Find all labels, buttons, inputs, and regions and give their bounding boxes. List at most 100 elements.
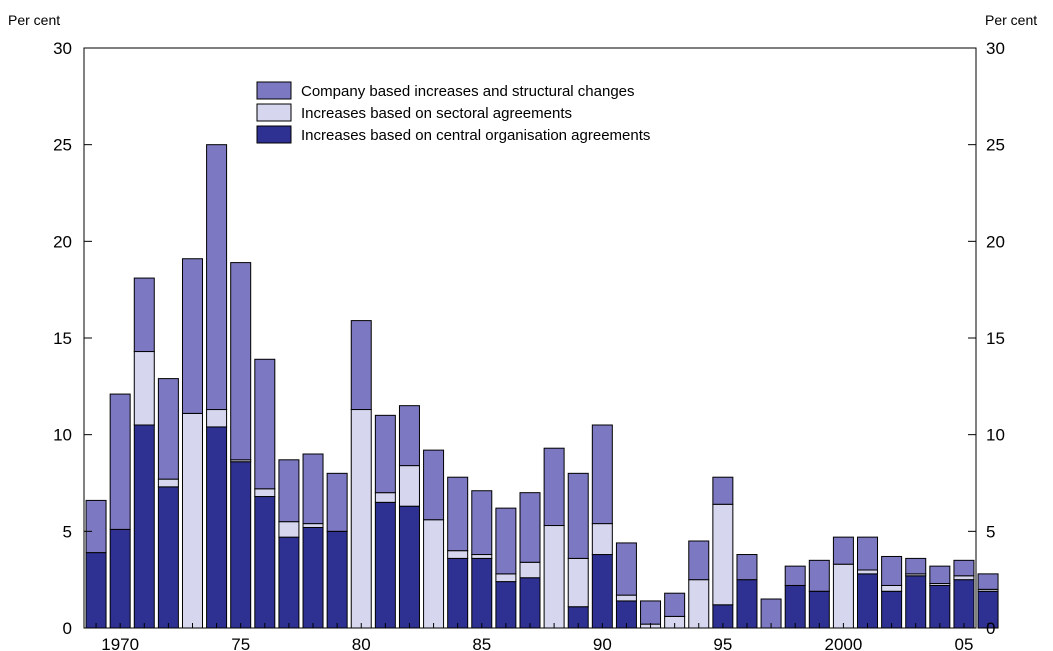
legend-label-series-1: Increases based on sectoral agreements xyxy=(301,105,572,122)
bar-2006-series-2 xyxy=(977,573,999,590)
x-tick-label-1975: 75 xyxy=(231,635,250,651)
bars xyxy=(85,144,999,629)
bar-1986-series-1 xyxy=(495,573,517,583)
bar-1986-series-0 xyxy=(495,581,517,629)
bar-1987-series-0 xyxy=(519,577,541,629)
legend-label-series-2: Company based increases and structural c… xyxy=(301,83,635,100)
x-tick-label-2005: 05 xyxy=(954,635,973,651)
bar-1989-series-2 xyxy=(567,472,589,559)
y-tick-label-right: 25 xyxy=(986,136,1005,155)
bar-1981-series-2 xyxy=(374,414,396,494)
x-tick-label-1985: 85 xyxy=(472,635,491,651)
bar-1990-series-1 xyxy=(591,523,613,556)
bar-1980-series-1 xyxy=(350,409,372,629)
bar-1978-series-0 xyxy=(302,526,324,629)
bar-1982-series-0 xyxy=(398,505,420,629)
y-tick-label-right: 10 xyxy=(986,426,1005,445)
bar-1991-series-2 xyxy=(615,542,637,596)
bar-1985-series-0 xyxy=(471,557,493,629)
y-tick-label-left: 25 xyxy=(53,136,72,155)
bar-1995-series-1 xyxy=(712,503,734,606)
bar-1987-series-2 xyxy=(519,492,541,563)
bar-1975-series-2 xyxy=(230,262,252,461)
bar-1974-series-2 xyxy=(206,144,228,411)
bar-1988-series-2 xyxy=(543,447,565,527)
bar-1994-series-1 xyxy=(688,579,710,629)
bar-1984-series-0 xyxy=(447,557,469,629)
y-tick-label-right: 30 xyxy=(986,39,1005,58)
bar-1991-series-1 xyxy=(615,594,637,602)
bar-1972-series-2 xyxy=(157,378,179,480)
bar-1970-series-0 xyxy=(109,528,131,629)
bar-2001-series-2 xyxy=(857,536,879,571)
bar-2005-series-2 xyxy=(953,559,975,577)
bar-1993-series-2 xyxy=(664,592,686,617)
bar-1987-series-1 xyxy=(519,561,541,579)
bar-2002-series-2 xyxy=(881,555,903,586)
y-axis-unit-right: Per cent xyxy=(985,12,1038,28)
x-tick-label-1980: 80 xyxy=(352,635,371,651)
legend-swatch-series-0 xyxy=(256,125,292,144)
x-axis-ticks: 1970 75 80 85 90 95 2000 05 xyxy=(95,623,989,651)
bar-1980-series-2 xyxy=(350,320,372,411)
y-tick-label-right: 15 xyxy=(986,329,1005,348)
x-tick-label-1990: 90 xyxy=(593,635,612,651)
bar-2005-series-0 xyxy=(953,579,975,629)
bar-1973-series-1 xyxy=(181,412,203,629)
bar-1995-series-2 xyxy=(712,476,734,505)
bar-2003-series-2 xyxy=(905,557,927,575)
bar-1982-series-1 xyxy=(398,465,420,507)
bar-1977-series-0 xyxy=(278,536,300,629)
bar-1977-series-1 xyxy=(278,521,300,538)
bar-1999-series-2 xyxy=(808,559,830,592)
bar-1984-series-1 xyxy=(447,550,469,559)
bar-1971-series-0 xyxy=(133,424,155,629)
x-tick-label-1995: 95 xyxy=(713,635,732,651)
bar-2004-series-2 xyxy=(929,565,951,585)
y-tick-label-left: 20 xyxy=(53,232,72,251)
bar-2000-series-2 xyxy=(832,536,854,565)
x-tick-label-1970: 1970 xyxy=(101,635,139,651)
bar-1986-series-2 xyxy=(495,507,517,575)
bar-1998-series-0 xyxy=(784,584,806,629)
bar-1969-series-2 xyxy=(85,499,107,554)
bar-2004-series-0 xyxy=(929,584,951,629)
bar-1984-series-2 xyxy=(447,476,469,552)
y-tick-label-left: 0 xyxy=(63,619,72,638)
bar-1999-series-0 xyxy=(808,590,830,629)
bar-1974-series-0 xyxy=(206,426,228,629)
bar-1970-series-2 xyxy=(109,393,131,530)
bar-1976-series-2 xyxy=(254,358,276,490)
bar-1979-series-2 xyxy=(326,472,348,532)
y-tick-label-right: 5 xyxy=(986,522,995,541)
bar-1982-series-2 xyxy=(398,405,420,467)
bar-1977-series-2 xyxy=(278,459,300,523)
bar-2002-series-1 xyxy=(881,584,903,592)
bar-2001-series-1 xyxy=(857,569,879,575)
bar-1985-series-1 xyxy=(471,554,493,559)
bar-2003-series-0 xyxy=(905,575,927,629)
bar-1985-series-2 xyxy=(471,490,493,556)
legend-swatch-series-1 xyxy=(256,103,292,122)
y-tick-label-right: 20 xyxy=(986,232,1005,251)
bar-1989-series-1 xyxy=(567,557,589,608)
bar-2002-series-0 xyxy=(881,590,903,629)
bar-1983-series-1 xyxy=(423,519,445,629)
bar-1981-series-0 xyxy=(374,501,396,629)
bar-1978-series-2 xyxy=(302,453,324,525)
bar-1996-series-2 xyxy=(736,554,758,581)
bar-2005-series-1 xyxy=(953,575,975,581)
y-axis-unit-left: Per cent xyxy=(8,12,61,28)
bar-1972-series-0 xyxy=(157,486,179,629)
bar-1990-series-0 xyxy=(591,554,613,629)
bar-1976-series-0 xyxy=(254,496,276,629)
bar-1973-series-2 xyxy=(181,258,203,414)
bar-2000-series-1 xyxy=(832,563,854,629)
bar-1996-series-0 xyxy=(736,579,758,629)
bar-1971-series-2 xyxy=(133,277,155,353)
y-axis-ticks: 0 0 5 5 10 10 15 15 20 20 25 25 30 30 xyxy=(53,39,1005,638)
y-tick-label-left: 10 xyxy=(53,426,72,445)
bar-1979-series-0 xyxy=(326,530,348,629)
bar-1978-series-1 xyxy=(302,523,324,528)
